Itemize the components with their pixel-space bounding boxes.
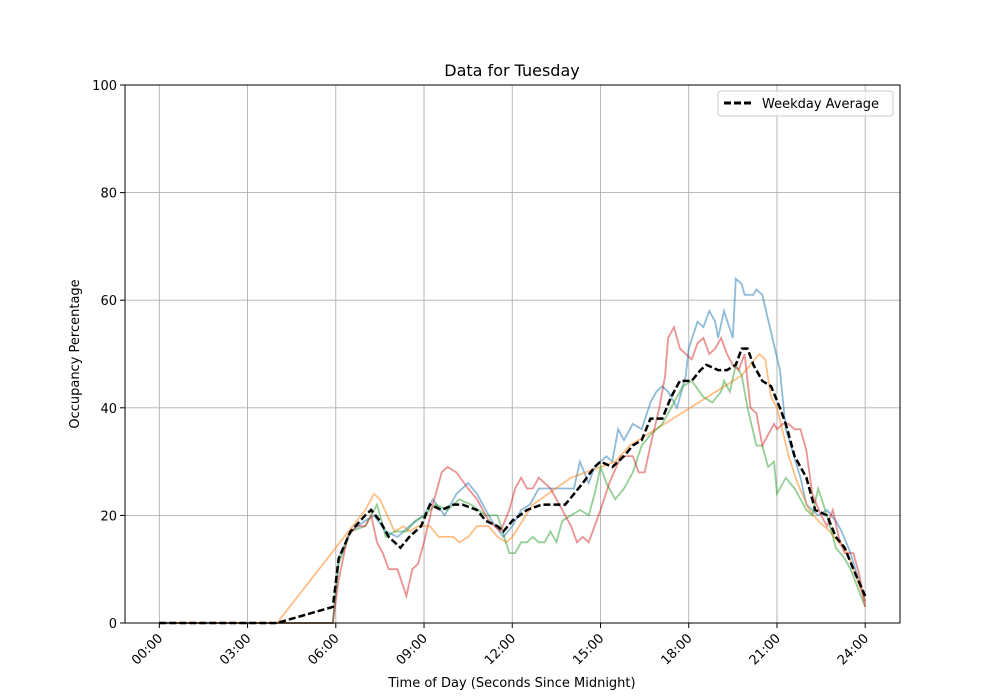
y-tick-label: 80 — [100, 187, 117, 202]
x-axis-label: Time of Day (Seconds Since Midnight) — [387, 676, 635, 691]
y-tick-label: 0 — [109, 617, 117, 632]
x-tick-label: 21:00 — [747, 631, 784, 668]
x-tick-label: 06:00 — [306, 631, 343, 668]
y-tick-label: 40 — [100, 402, 117, 417]
x-tick-label: 12:00 — [482, 631, 519, 668]
y-tick-label: 60 — [100, 294, 117, 309]
legend: Weekday Average — [717, 90, 894, 117]
x-tick-label: 18:00 — [658, 631, 695, 668]
chart-title: Data for Tuesday — [444, 61, 579, 80]
series-line-2 — [159, 352, 867, 624]
x-tick-label: 03:00 — [217, 631, 254, 668]
series-line-4 — [159, 324, 867, 624]
x-tick-label: 00:00 — [129, 631, 166, 668]
legend-box — [717, 90, 894, 117]
x-tick-label: 09:00 — [394, 631, 431, 668]
ticks: 00:00 03:00 06:00 09:00 12:00 15:00 18:00 21:00… — [92, 79, 872, 668]
y-tick-label: 20 — [100, 509, 117, 524]
y-tick-label: 100 — [92, 79, 117, 94]
x-tick-label: 24:00 — [835, 631, 872, 668]
grid — [125, 84, 900, 624]
x-tick-label: 15:00 — [570, 631, 607, 668]
y-axis-label: Occupancy Percentage — [68, 279, 83, 428]
series-lines — [159, 276, 867, 625]
legend-label: Weekday Average — [762, 97, 879, 112]
series-line-weekday-average — [159, 347, 867, 625]
